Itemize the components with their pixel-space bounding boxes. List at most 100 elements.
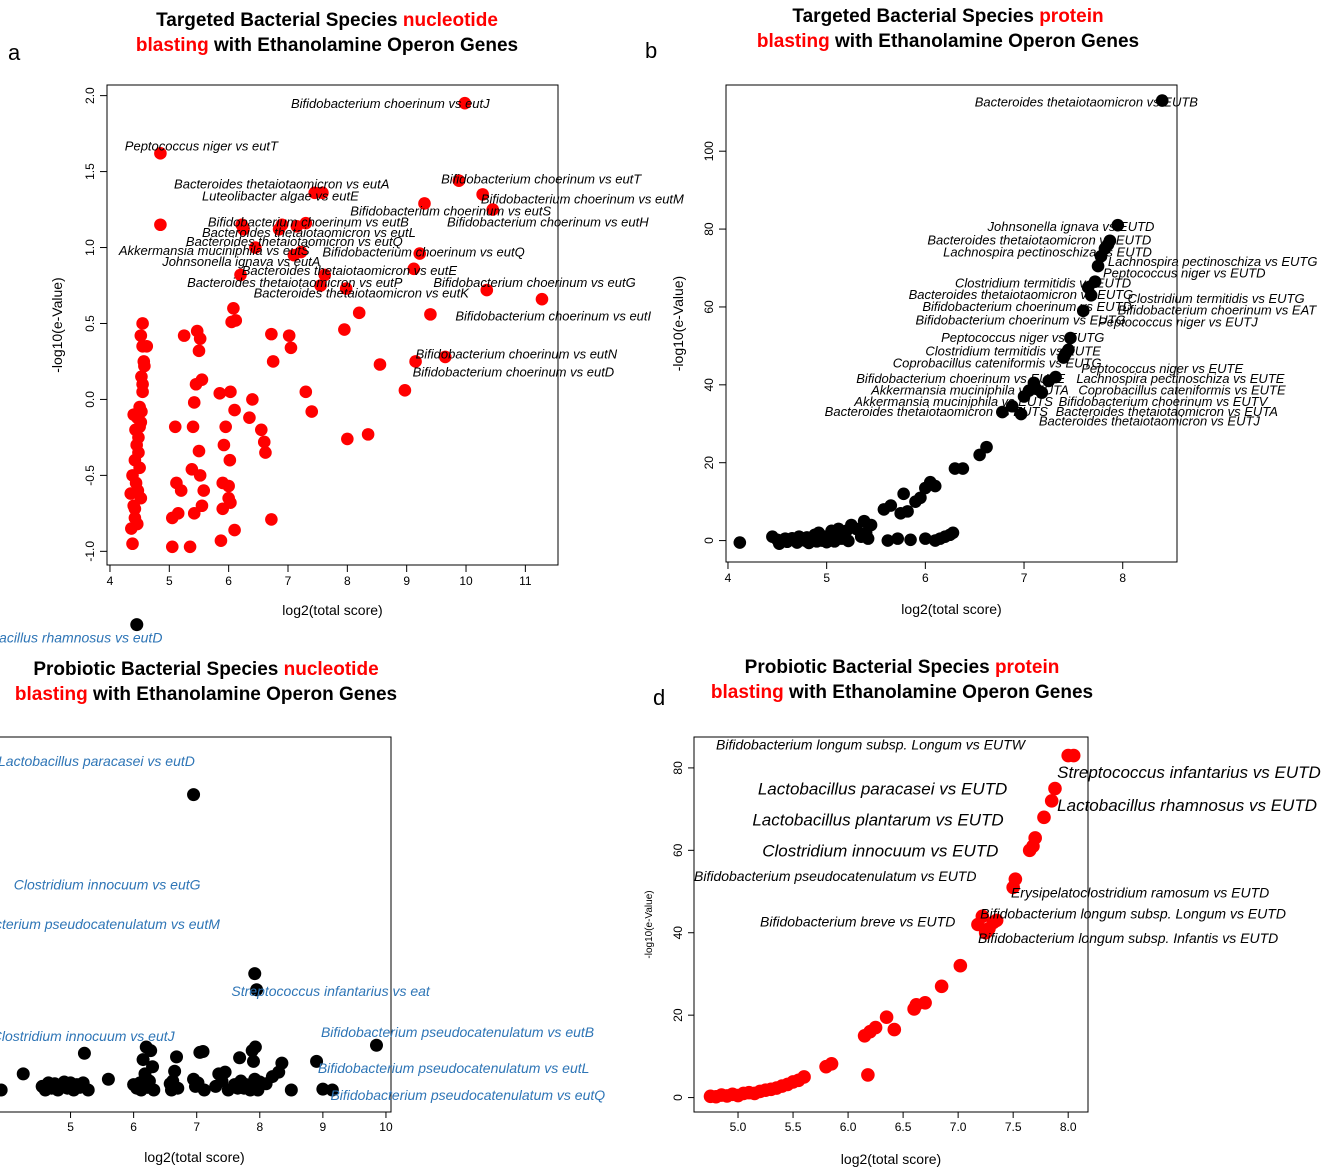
point-annotation: Johnsonella ignava vs EUTD: [987, 219, 1155, 234]
panel-b: Targeted Bacterial Species protein blasti…: [645, 6, 1317, 617]
data-point: [842, 534, 855, 548]
data-point: [187, 507, 201, 520]
data-point: [338, 323, 351, 336]
data-point: [196, 1045, 210, 1059]
point-annotation: Lactobacillus rhamnosus vs EUTD: [1057, 796, 1317, 815]
data-point: [224, 496, 237, 510]
y-tick-label: 0: [671, 1094, 685, 1101]
x-tick-label: 7: [285, 574, 292, 588]
data-point: [128, 502, 142, 516]
chart-title-segment: protein: [1039, 6, 1103, 27]
data-point: [168, 1064, 182, 1078]
data-point: [228, 523, 241, 537]
point-annotation: Bifidobacterium choerinum vs eutH: [447, 214, 649, 229]
data-point: [1049, 370, 1062, 384]
point-annotation: Lachnospira pectinoschiza vs EUTD: [943, 244, 1152, 259]
data-point: [452, 174, 466, 187]
data-point: [1111, 218, 1125, 232]
chart-title-segment: with Ethanolamine Operon Genes: [784, 682, 1093, 703]
data-point: [897, 487, 910, 501]
data-point: [224, 385, 237, 399]
data-point: [101, 1072, 115, 1086]
y-tick-label: 60: [671, 843, 685, 857]
data-point: [195, 373, 209, 386]
data-point: [407, 262, 421, 276]
chart-title-segment: with Ethanolamine Operon Genes: [830, 31, 1139, 52]
data-point: [16, 1067, 30, 1081]
data-point: [919, 532, 932, 545]
y-axis-label: -log10(e-Value): [49, 277, 65, 372]
plot-frame: [693, 736, 1089, 1113]
data-point: [318, 268, 332, 282]
y-tick-label: 60: [702, 300, 716, 314]
point-annotation: Bacteroides thetaiotaomicron vs eutE: [242, 263, 458, 278]
panel-label: d: [653, 685, 665, 710]
data-point: [213, 387, 227, 400]
point-annotation: Bifidobacterium choerinum vs eutT: [441, 172, 642, 187]
data-point: [953, 958, 968, 973]
point-annotation: Clostridium termitidis vs EUTD: [955, 275, 1131, 290]
data-point: [136, 1053, 150, 1067]
chart-title-segment: blasting: [15, 684, 88, 705]
x-tick-label: 10: [459, 574, 473, 588]
data-point: [316, 1082, 330, 1096]
data-point: [218, 1065, 232, 1079]
data-point: [192, 344, 206, 358]
data-point: [254, 423, 268, 437]
data-point: [868, 1020, 883, 1035]
chart-title-segment: protein: [995, 657, 1059, 678]
data-point: [284, 341, 298, 355]
data-point: [192, 444, 206, 458]
chart-title-segment: nucleotide: [403, 10, 498, 31]
data-point: [193, 469, 207, 482]
data-point: [476, 188, 489, 201]
data-point: [1064, 331, 1077, 345]
chart-title-segment: with Ethanolamine Operon Genes: [88, 684, 397, 705]
data-point: [228, 403, 241, 417]
data-point: [424, 308, 437, 321]
point-annotation: Bifidobacterium choerinum vs eutB: [208, 214, 409, 229]
chart-title: Probiotic Bacterial Species nucleotide bl…: [15, 659, 397, 705]
chart-title: Targeted Bacterial Species nucleotide bla…: [136, 10, 518, 56]
x-tick-label: 5: [67, 1120, 74, 1134]
data-point: [246, 393, 259, 406]
point-annotation: Clostridium termitidis vs EUTE: [925, 344, 1101, 359]
data-point: [1084, 288, 1098, 302]
data-point: [136, 317, 149, 330]
panel-a: Targeted Bacterial Species nucleotide bla…: [8, 10, 684, 618]
data-point: [1155, 94, 1169, 107]
data-point: [81, 1083, 95, 1097]
data-point: [282, 329, 296, 342]
data-point: [214, 534, 228, 547]
data-point: [1037, 810, 1051, 825]
y-tick-label: 40: [702, 378, 716, 392]
data-point: [1044, 794, 1059, 808]
y-tick-label: 1.0: [83, 239, 97, 256]
data-point: [1008, 872, 1023, 886]
data-point: [316, 186, 329, 200]
data-point: [222, 479, 235, 493]
x-tick-label: 6: [225, 574, 232, 588]
data-point: [186, 420, 200, 434]
data-point: [352, 306, 366, 320]
point-annotation: Clostridium innocuum vs eutG: [14, 877, 201, 893]
y-tick-label: -1.0: [83, 541, 97, 562]
point-annotation: Bacteroides thetaiotaomicron vs eutP: [187, 275, 403, 290]
point-annotation: Bifidobacterium pseudocatenulatum vs eut…: [318, 1060, 590, 1076]
x-tick-label: 7: [193, 1120, 200, 1134]
x-tick-label: 5: [823, 571, 830, 585]
data-point: [171, 507, 185, 520]
data-point: [187, 788, 201, 802]
data-point: [409, 355, 422, 368]
x-tick-label: 10: [379, 1120, 393, 1134]
point-annotation: Lachnospira pectinoschiza vs EUTE: [1076, 371, 1284, 386]
point-annotation: Bacteroides thetaiotaomicron vs EUTB: [975, 94, 1199, 109]
panel-d: Probiotic Bacterial Species protein blast…: [644, 657, 1321, 1167]
data-point: [1035, 386, 1049, 399]
point-annotation: Lactobacillus paracasei vs eutD: [0, 753, 195, 769]
chart-title: Targeted Bacterial Species protein blasti…: [757, 6, 1139, 52]
chart-title-segment: Probiotic Bacterial Species: [33, 659, 283, 680]
chart-title-segment: Targeted Bacterial Species: [792, 6, 1039, 27]
point-annotation: Bifidobacterium choerinum vs eutS: [350, 204, 551, 219]
data-point: [130, 411, 144, 424]
